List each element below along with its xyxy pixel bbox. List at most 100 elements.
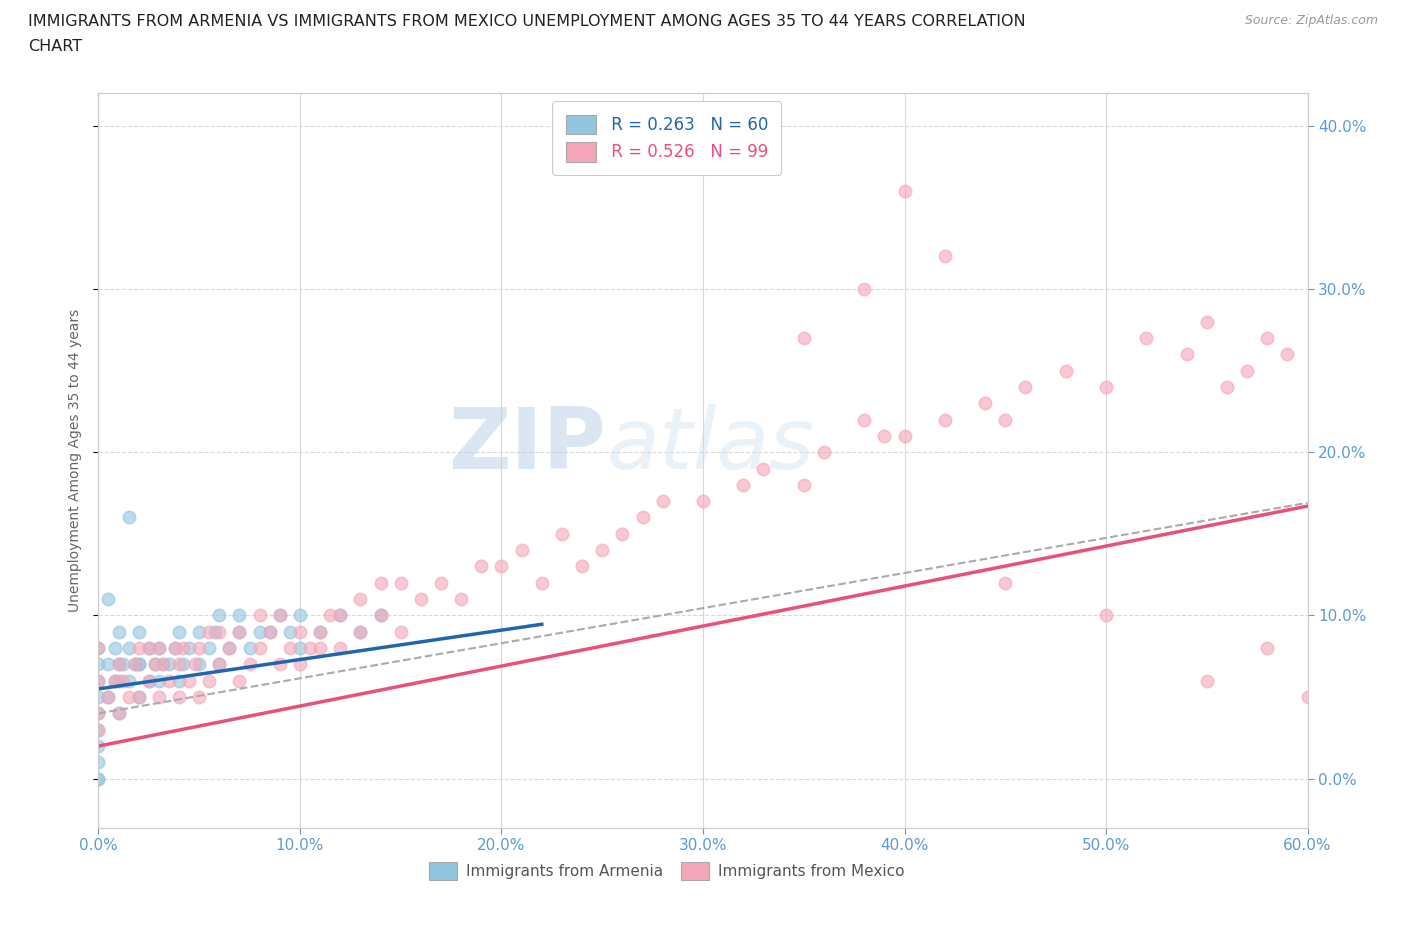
Point — [288, 641, 311, 656]
Point — [1256, 641, 1278, 656]
Point — [249, 641, 271, 656]
Point — [208, 657, 231, 671]
Point — [198, 673, 221, 688]
Point — [87, 723, 110, 737]
Point — [1054, 363, 1077, 378]
Point — [1135, 330, 1157, 345]
Point — [87, 673, 110, 688]
Point — [994, 576, 1017, 591]
Point — [934, 249, 956, 264]
Point — [172, 641, 194, 656]
Point — [167, 690, 190, 705]
Point — [143, 657, 166, 671]
Point — [148, 690, 170, 705]
Point — [813, 445, 835, 459]
Text: atlas: atlas — [606, 405, 814, 487]
Point — [1095, 608, 1118, 623]
Point — [128, 657, 150, 671]
Point — [157, 673, 180, 688]
Point — [103, 641, 125, 656]
Point — [111, 657, 134, 671]
Point — [107, 706, 129, 721]
Point — [97, 591, 120, 606]
Point — [450, 591, 472, 606]
Point — [934, 412, 956, 427]
Point — [793, 330, 815, 345]
Point — [994, 412, 1017, 427]
Point — [228, 624, 250, 639]
Point — [97, 690, 120, 705]
Point — [1256, 330, 1278, 345]
Point — [430, 576, 453, 591]
Point — [118, 690, 141, 705]
Point — [87, 673, 110, 688]
Point — [87, 723, 110, 737]
Point — [249, 624, 271, 639]
Point — [329, 608, 352, 623]
Point — [288, 657, 311, 671]
Point — [491, 559, 513, 574]
Point — [733, 477, 755, 492]
Point — [167, 673, 190, 688]
Point — [97, 657, 120, 671]
Point — [124, 657, 146, 671]
Point — [974, 396, 997, 411]
Point — [179, 673, 201, 688]
Point — [239, 641, 262, 656]
Point — [128, 624, 150, 639]
Point — [208, 657, 231, 671]
Point — [152, 657, 174, 671]
Point — [87, 771, 110, 786]
Point — [107, 624, 129, 639]
Point — [793, 477, 815, 492]
Point — [752, 461, 775, 476]
Point — [1014, 379, 1036, 394]
Point — [269, 657, 291, 671]
Point — [551, 526, 574, 541]
Point — [87, 738, 110, 753]
Point — [103, 673, 125, 688]
Point — [163, 641, 186, 656]
Point — [370, 576, 392, 591]
Point — [389, 624, 412, 639]
Point — [591, 543, 613, 558]
Point — [103, 673, 125, 688]
Point — [111, 673, 134, 688]
Point — [124, 657, 146, 671]
Text: IMMIGRANTS FROM ARMENIA VS IMMIGRANTS FROM MEXICO UNEMPLOYMENT AMONG AGES 35 TO : IMMIGRANTS FROM ARMENIA VS IMMIGRANTS FR… — [28, 14, 1026, 29]
Point — [853, 412, 876, 427]
Point — [87, 657, 110, 671]
Point — [198, 624, 221, 639]
Point — [571, 559, 593, 574]
Point — [218, 641, 240, 656]
Point — [118, 510, 141, 525]
Point — [87, 771, 110, 786]
Point — [152, 657, 174, 671]
Point — [329, 608, 352, 623]
Point — [370, 608, 392, 623]
Point — [370, 608, 392, 623]
Point — [1277, 347, 1299, 362]
Point — [349, 624, 371, 639]
Point — [138, 673, 160, 688]
Point — [167, 657, 190, 671]
Point — [530, 576, 553, 591]
Point — [107, 706, 129, 721]
Point — [218, 641, 240, 656]
Point — [1216, 379, 1239, 394]
Point — [612, 526, 634, 541]
Point — [309, 641, 332, 656]
Point — [269, 608, 291, 623]
Point — [309, 624, 332, 639]
Point — [893, 429, 915, 444]
Y-axis label: Unemployment Among Ages 35 to 44 years: Unemployment Among Ages 35 to 44 years — [69, 309, 83, 612]
Point — [631, 510, 654, 525]
Point — [184, 657, 207, 671]
Point — [118, 673, 141, 688]
Point — [1236, 363, 1258, 378]
Point — [259, 624, 281, 639]
Point — [148, 641, 170, 656]
Point — [87, 690, 110, 705]
Point — [157, 657, 180, 671]
Point — [188, 657, 211, 671]
